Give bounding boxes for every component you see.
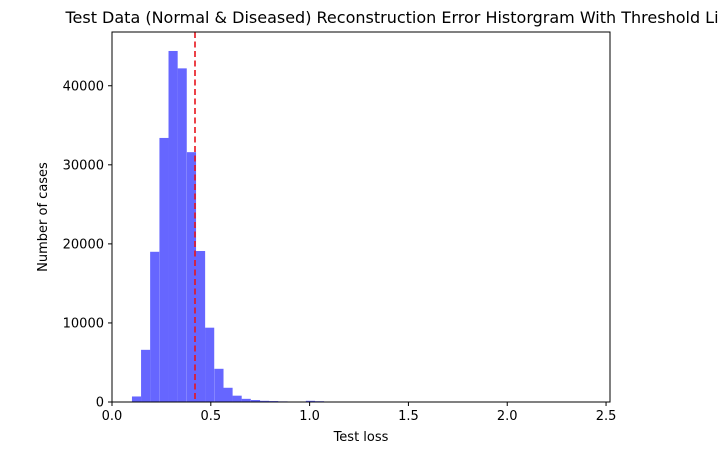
x-tick-label: 0.0	[102, 409, 123, 424]
histogram-bar	[159, 137, 169, 402]
y-tick-label: 30000	[63, 158, 104, 173]
x-tick-label: 2.5	[596, 409, 617, 424]
x-tick-label: 0.5	[200, 409, 221, 424]
histogram-bar	[241, 398, 251, 402]
y-axis-ticks: 0 10000 20000 30000 40000	[63, 79, 112, 411]
histogram-bar	[186, 152, 197, 402]
y-tick-label: 20000	[63, 237, 104, 252]
x-tick-label: 1.0	[299, 409, 320, 424]
histogram-bar	[195, 250, 206, 402]
histogram-bar	[214, 368, 224, 402]
y-tick-label: 40000	[63, 79, 104, 94]
x-tick-label: 1.5	[398, 409, 419, 424]
y-tick-label: 10000	[63, 316, 104, 331]
histogram-bar	[131, 396, 142, 402]
histogram-bar	[223, 387, 233, 402]
histogram-bar	[168, 50, 178, 402]
histogram-bar	[141, 349, 151, 402]
x-axis-label: Test loss	[333, 430, 389, 445]
histogram-bar	[150, 251, 160, 402]
chart-title: Test Data (Normal & Diseased) Reconstruc…	[64, 8, 719, 27]
histogram-bar	[305, 400, 316, 402]
histogram-bars	[131, 50, 334, 402]
histogram-bar	[205, 327, 215, 402]
plot-area-frame	[111, 31, 611, 403]
x-axis-ticks: 0.0 0.5 1.0 1.5 2.0 2.5	[102, 402, 617, 424]
histogram-bar	[250, 400, 261, 402]
histogram-bar	[177, 68, 187, 402]
x-tick-label: 2.0	[497, 409, 518, 424]
y-axis-label: Number of cases	[36, 162, 51, 272]
histogram-bar	[260, 400, 270, 402]
histogram-bar	[232, 395, 242, 402]
y-tick-label: 0	[96, 396, 104, 411]
